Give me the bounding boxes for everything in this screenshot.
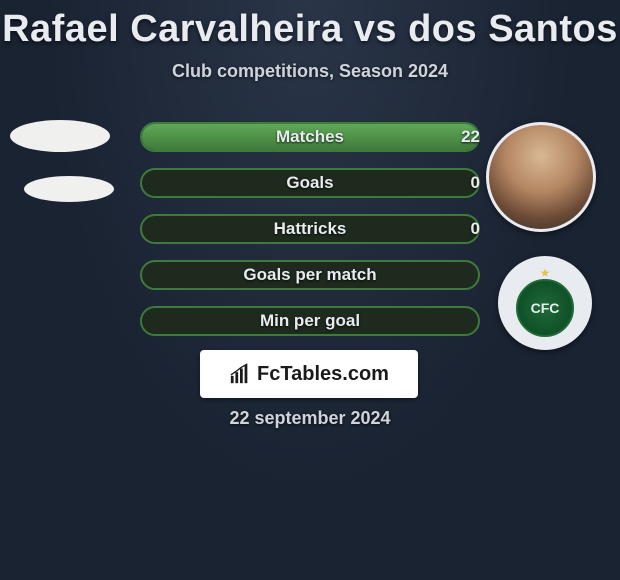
comparison-card: Rafael Carvalheira vs dos Santos Club co…: [0, 0, 620, 580]
stat-row: Matches22: [0, 122, 620, 156]
stat-label: Min per goal: [140, 306, 480, 336]
stat-value-right: 0: [430, 168, 480, 198]
chart-icon: [229, 363, 251, 385]
date-text: 22 september 2024: [0, 408, 620, 429]
stat-row: Goals0: [0, 168, 620, 202]
stat-value-right: 22: [430, 122, 480, 152]
brand-text: FcTables.com: [257, 363, 389, 386]
stats-container: Matches22Goals0Hattricks0Goals per match…: [0, 122, 620, 340]
stat-row: Min per goal: [0, 306, 620, 340]
page-title: Rafael Carvalheira vs dos Santos: [0, 0, 620, 51]
stat-label: Hattricks: [140, 214, 480, 244]
stat-row: Hattricks0: [0, 214, 620, 248]
stat-label: Goals: [140, 168, 480, 198]
stat-label: Matches: [140, 122, 480, 152]
stat-row: Goals per match: [0, 260, 620, 294]
stat-value-right: 0: [430, 214, 480, 244]
brand-box: FcTables.com: [200, 350, 418, 398]
stat-label: Goals per match: [140, 260, 480, 290]
page-subtitle: Club competitions, Season 2024: [0, 61, 620, 82]
